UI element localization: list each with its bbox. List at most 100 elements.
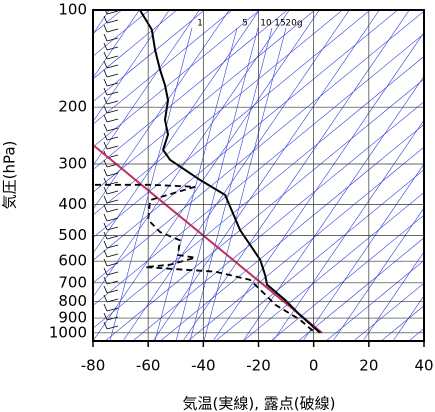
y-axis-title: 気圧(hPa) [1,141,19,210]
y-tick-label: 600 [58,252,87,270]
barb-staff [106,82,119,87]
isotherm [132,101,424,341]
wind-barb [103,78,119,87]
barb-flag [103,69,108,78]
wind-barb [103,51,119,60]
barb-staff [106,37,119,42]
barb-staff [106,325,119,330]
isotherm [93,10,424,284]
wind-barb [103,42,119,51]
barb-staff [106,253,119,258]
barb-staff [106,91,119,96]
barb-flag [103,222,108,231]
barb-flag [103,168,108,177]
barb-flag [103,15,108,24]
isotherm [270,214,424,341]
isotherm [325,260,424,341]
barb-flag [103,78,108,87]
mixing-ratio-line [109,27,193,341]
x-tick-label: -80 [81,357,106,375]
barb-staff [106,235,119,240]
isotherm [380,305,424,341]
profile-line [139,10,321,334]
barb-flag [103,96,108,105]
wind-barb [103,258,119,267]
wind-barb [103,303,119,312]
wind-barb [103,285,119,294]
barb-flag [103,123,108,132]
barb-staff [106,316,119,321]
wind-barb [103,15,119,24]
barb-staff [106,64,119,69]
barb-staff [106,262,119,267]
barb-staff [106,172,119,177]
wind-barb [103,312,119,321]
dewpoint-line [94,183,316,334]
x-tick-label: -20 [246,357,271,375]
isotherm [93,33,424,307]
barb-flag [103,159,108,168]
isotherm [353,282,424,341]
wind-barb [103,24,119,33]
wind-barb [103,222,119,231]
wind-barb [103,195,119,204]
isotherm [215,169,424,341]
wind-barb [103,96,119,105]
barb-flag [103,33,108,42]
isotherm [93,10,233,125]
wind-barb [103,213,119,222]
barb-flag [103,294,108,303]
barb-flag [103,303,108,312]
barb-staff [106,10,119,15]
adiabat [93,10,170,123]
x-tick-label: 40 [414,357,433,375]
adiabat [392,295,424,341]
barb-staff [106,55,119,60]
y-tick-label: 200 [58,98,87,116]
isotherm [242,192,424,341]
barb-flag [103,87,108,96]
isotherm [93,10,178,80]
barb-flag [103,285,108,294]
x-tick-label: 0 [309,357,319,375]
barb-flag [103,177,108,186]
wind-barb [103,168,119,177]
barb-staff [106,208,119,213]
y-tick-label: 800 [58,292,87,310]
barb-staff [106,226,119,231]
wind-barb [103,60,119,69]
wind-barb [103,123,119,132]
barb-staff [106,289,119,294]
wind-barb [103,267,119,276]
barb-staff [106,19,119,24]
wind-barb [103,186,119,195]
wind-barb [103,132,119,141]
barb-staff [106,217,119,222]
barb-staff [106,190,119,195]
isotherm [297,237,424,341]
wind-barb [103,294,119,303]
isotherm [159,124,424,341]
barb-flag [103,195,108,204]
barb-flag [103,24,108,33]
adiabat [93,10,320,341]
adiabat [122,10,350,341]
adiabat [93,10,260,254]
y-tick-label: 500 [58,226,87,244]
barb-flag [103,114,108,123]
isotherm [93,56,424,329]
y-tick-label: 700 [58,273,87,291]
wind-barb [103,141,119,150]
barb-staff [106,109,119,114]
isotherm [104,78,424,341]
adiabat [212,31,424,341]
isotherm [408,328,424,341]
barb-staff [106,46,119,51]
barb-staff [106,145,119,150]
isotherm [424,6,435,351]
mixing-ratio-label: 5 [242,19,248,29]
isotherm [93,10,288,171]
barb-staff [106,28,119,33]
mixing-ratio-label: 10 [260,19,272,29]
